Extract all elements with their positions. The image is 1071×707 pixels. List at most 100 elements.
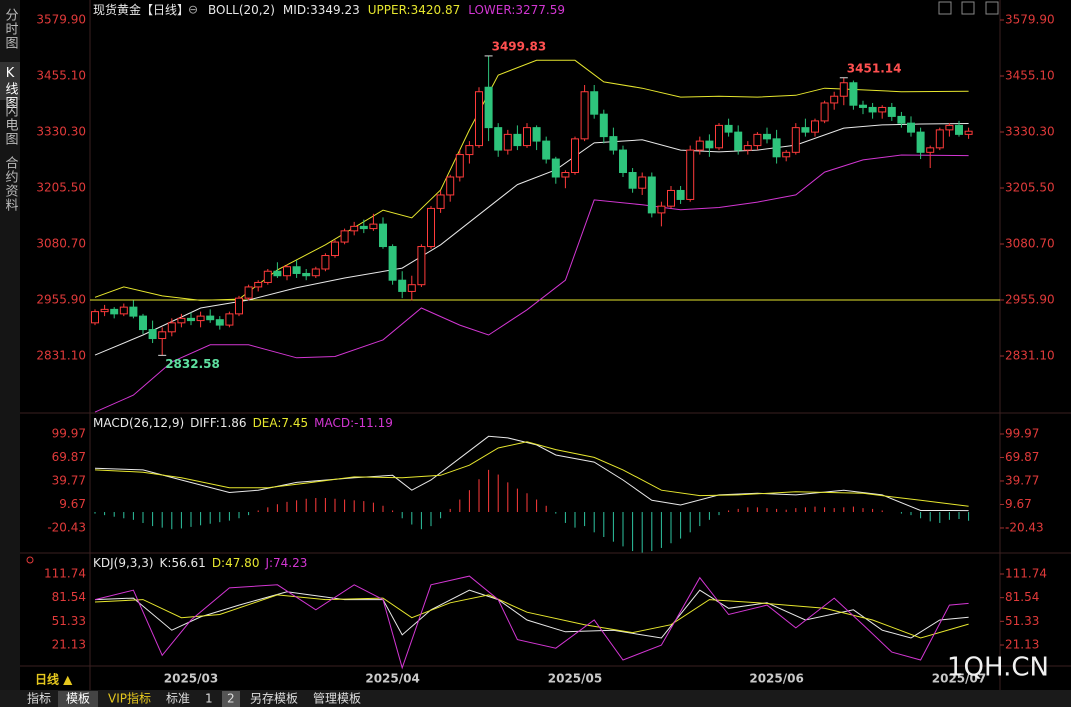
y-tick-label: 2955.90	[36, 292, 86, 306]
header-item: K:56.61	[160, 556, 206, 570]
candle-body	[782, 151, 791, 158]
candle-body	[110, 308, 119, 315]
header-item: BOLL(20,2)	[208, 3, 275, 17]
bottom-tab[interactable]: 另存模板	[250, 692, 298, 706]
candle-body	[465, 145, 474, 156]
candle-body	[369, 223, 378, 230]
candle-body	[187, 317, 195, 322]
candle-body	[753, 133, 762, 147]
button[interactable]	[938, 1, 952, 15]
candle-body	[590, 91, 599, 115]
y-tick-label: 51.33	[52, 614, 86, 628]
y-tick-label: 111.74	[44, 566, 86, 580]
header-item: DIFF:1.86	[190, 416, 246, 430]
x-tick-label: 2025/07	[932, 672, 986, 686]
side-panel	[0, 0, 20, 690]
candle-body	[619, 149, 627, 174]
header-item: D:47.80	[212, 556, 260, 570]
candle-body	[292, 266, 301, 274]
candle-body	[427, 207, 435, 248]
bottom-tab[interactable]: 管理模板	[313, 691, 361, 706]
candle-body	[494, 127, 503, 151]
watermark: 1QH.CN	[947, 653, 1049, 683]
pane-header: MACD(26,12,9) DIFF:1.86 DEA:7.45 MACD:-11.1…	[93, 416, 393, 430]
candle-body	[446, 176, 455, 196]
bottom-bar	[0, 690, 1071, 707]
candle-body	[225, 313, 234, 326]
y-tick-label: 39.77	[1005, 473, 1039, 487]
y-tick-label: 3455.10	[36, 68, 86, 82]
header-item: MACD:-11.19	[314, 416, 393, 430]
candle-body	[139, 315, 147, 331]
indicator-line	[94, 441, 969, 507]
candle-body	[868, 106, 877, 113]
extreme-label: 3451.14	[847, 61, 902, 75]
side-tab[interactable]: 合约资料	[3, 156, 19, 212]
candle-body	[119, 306, 128, 315]
candle-body	[235, 297, 243, 315]
period-label[interactable]: 日线 ▲	[35, 672, 73, 687]
candle-body	[695, 140, 704, 151]
y-tick-label: 9.67	[59, 497, 86, 511]
header-item: MACD(26,12,9)	[93, 416, 184, 430]
y-tick-label: 81.54	[52, 590, 86, 604]
y-tick-label: 3579.90	[1005, 12, 1055, 26]
y-tick-label: 111.74	[1005, 566, 1047, 580]
candle-body	[801, 127, 810, 133]
candle-body	[196, 315, 205, 322]
candle-body	[359, 225, 368, 230]
button[interactable]	[961, 1, 975, 15]
candle-body	[407, 284, 416, 292]
plot: 现货黄金【日线】⊖ BOLL(20,2) MID:3349.23 UPPER:3420…	[36, 2, 1054, 686]
bottom-tab[interactable]: 2	[227, 692, 235, 706]
candle-body	[177, 317, 186, 324]
candle-body	[551, 158, 560, 178]
candle-body	[839, 82, 848, 97]
y-tick-label: 2831.10	[1005, 348, 1055, 362]
candle-body	[158, 331, 167, 340]
y-tick-label: 2955.90	[1005, 292, 1055, 306]
candle-body	[849, 82, 858, 106]
candle-body	[667, 189, 675, 207]
candle-body	[350, 225, 359, 232]
y-tick-label: 39.77	[52, 473, 86, 487]
y-tick-label: 3455.10	[1005, 68, 1055, 82]
candle-body	[830, 95, 839, 104]
y-tick-label: 51.33	[1005, 614, 1039, 628]
pane-header: BOLL(20,2) MID:3349.23 UPPER:3420.87 LOWER:…	[208, 3, 565, 17]
candle-body	[206, 315, 215, 321]
y-tick-label: 3579.90	[36, 12, 86, 26]
y-tick-label: 3330.30	[36, 124, 86, 138]
y-tick-label: 3080.70	[1005, 236, 1055, 250]
candle-body	[436, 194, 445, 209]
candle-body	[647, 176, 656, 214]
bottom-tab[interactable]: VIP指标	[108, 691, 151, 706]
candle-body	[561, 172, 570, 178]
bottom-tab[interactable]: 模板	[66, 692, 90, 706]
bottom-tab[interactable]: 指标	[27, 691, 51, 706]
tab-active	[58, 691, 98, 707]
button[interactable]	[985, 1, 999, 15]
candle-body	[657, 205, 666, 214]
candle-body	[820, 102, 829, 122]
bottom-tab[interactable]: 标准	[166, 692, 190, 706]
tab-active	[222, 691, 240, 707]
bottom-tab[interactable]: 1	[205, 692, 213, 706]
header-item: 现货黄金【日线】	[93, 2, 189, 17]
y-tick-label: 9.67	[1005, 497, 1032, 511]
x-tick-label: 2025/04	[365, 672, 419, 686]
side-tab[interactable]: K线图	[3, 66, 19, 110]
candle-body	[791, 127, 800, 153]
candle-body	[388, 246, 397, 281]
candle-body	[763, 133, 771, 140]
candle-body	[887, 106, 896, 117]
kdj-icon[interactable]	[26, 556, 34, 564]
candle-body	[715, 124, 723, 149]
header-item: KDJ(9,3,3)	[93, 556, 154, 570]
indicator-line	[94, 575, 969, 670]
candle-body	[964, 130, 973, 135]
side-tab[interactable]: 闪电图	[3, 104, 18, 146]
side-tab[interactable]: 分时图	[3, 8, 19, 50]
candle-body	[503, 133, 512, 151]
